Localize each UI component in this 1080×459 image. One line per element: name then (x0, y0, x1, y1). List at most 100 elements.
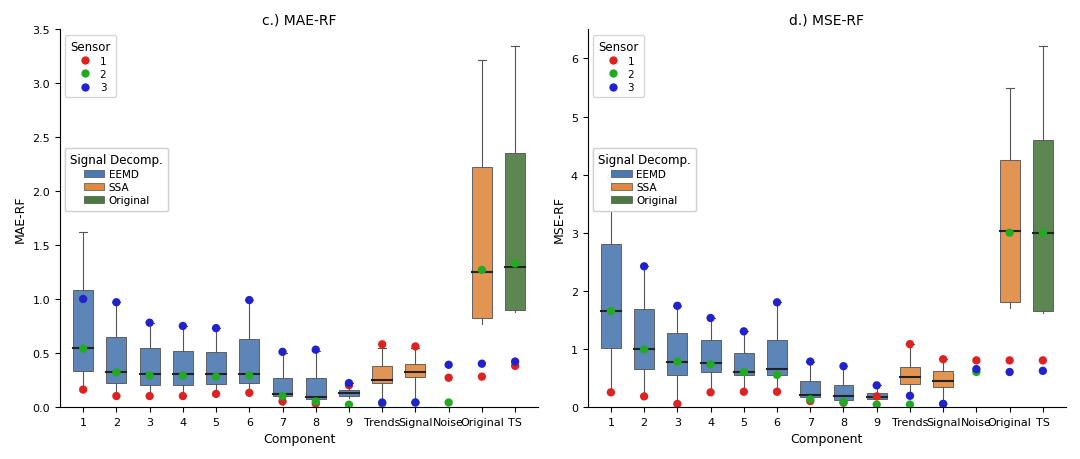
Bar (505, 154, 525, 310)
Bar (405, 364, 426, 377)
Point (702, 389, 719, 396)
Point (340, 382, 357, 389)
Point (801, 397, 819, 405)
Point (868, 401, 886, 409)
Point (1035, 357, 1052, 364)
Point (702, 361, 719, 368)
Point (174, 392, 191, 400)
Point (934, 400, 951, 408)
Bar (173, 351, 193, 386)
Point (374, 400, 391, 408)
Point (440, 361, 457, 369)
Bar (1000, 161, 1020, 302)
Point (507, 260, 524, 268)
Point (174, 323, 191, 330)
Point (735, 388, 753, 396)
Point (473, 360, 490, 368)
Point (635, 393, 652, 400)
Bar (107, 337, 126, 383)
Point (241, 297, 258, 304)
Point (735, 369, 753, 376)
Point (835, 399, 852, 407)
Point (835, 363, 852, 370)
Point (603, 174, 620, 182)
Point (968, 366, 985, 373)
Bar (701, 340, 720, 372)
Point (75, 345, 92, 353)
Bar (139, 348, 160, 386)
Point (835, 398, 852, 406)
Y-axis label: MSE-RF: MSE-RF (552, 195, 565, 242)
Point (669, 302, 686, 310)
Point (1001, 230, 1018, 237)
Bar (867, 393, 887, 399)
Point (768, 388, 785, 396)
Point (407, 343, 424, 350)
Point (108, 299, 125, 306)
Bar (834, 385, 853, 400)
Point (603, 308, 620, 315)
Point (801, 358, 819, 365)
Y-axis label: MAE-RF: MAE-RF (14, 195, 27, 242)
Bar (767, 340, 787, 375)
Point (1001, 369, 1018, 376)
Point (141, 372, 159, 380)
Point (768, 299, 785, 306)
Point (768, 371, 785, 379)
Point (1035, 230, 1052, 237)
Point (603, 389, 620, 396)
Bar (472, 168, 491, 319)
X-axis label: Component: Component (791, 432, 863, 445)
Point (635, 346, 652, 353)
Point (868, 382, 886, 389)
Title: c.) MAE-RF: c.) MAE-RF (261, 14, 336, 28)
Point (507, 358, 524, 365)
Bar (600, 245, 621, 348)
Bar (667, 333, 687, 375)
Legend: EEMD, SSA, Original: EEMD, SSA, Original (593, 149, 696, 211)
Point (669, 358, 686, 365)
Point (1035, 367, 1052, 375)
Point (108, 392, 125, 400)
Point (141, 319, 159, 327)
X-axis label: Component: Component (262, 432, 335, 445)
Point (307, 400, 324, 408)
Point (440, 374, 457, 381)
Point (307, 346, 324, 353)
Bar (272, 378, 293, 396)
Bar (733, 353, 754, 375)
Point (307, 398, 324, 405)
Point (968, 369, 985, 376)
Bar (306, 378, 326, 399)
Point (440, 399, 457, 406)
Point (241, 372, 258, 380)
Point (934, 400, 951, 408)
Point (75, 296, 92, 303)
Point (473, 267, 490, 274)
Bar (634, 310, 654, 369)
Point (108, 369, 125, 376)
Point (902, 341, 919, 348)
Bar (933, 371, 954, 386)
Point (1001, 357, 1018, 364)
Point (507, 363, 524, 370)
Point (669, 400, 686, 408)
Point (902, 401, 919, 409)
Bar (73, 291, 93, 371)
Bar (206, 352, 226, 384)
Point (75, 386, 92, 393)
Point (473, 373, 490, 381)
Point (207, 325, 225, 332)
Legend: EEMD, SSA, Original: EEMD, SSA, Original (65, 149, 168, 211)
Bar (339, 390, 359, 396)
Point (141, 392, 159, 400)
Point (407, 399, 424, 406)
Title: d.) MSE-RF: d.) MSE-RF (789, 14, 864, 28)
Point (241, 389, 258, 397)
Point (274, 398, 292, 405)
Point (635, 263, 652, 270)
Point (274, 392, 292, 400)
Point (340, 380, 357, 387)
Point (407, 399, 424, 406)
Point (207, 373, 225, 381)
